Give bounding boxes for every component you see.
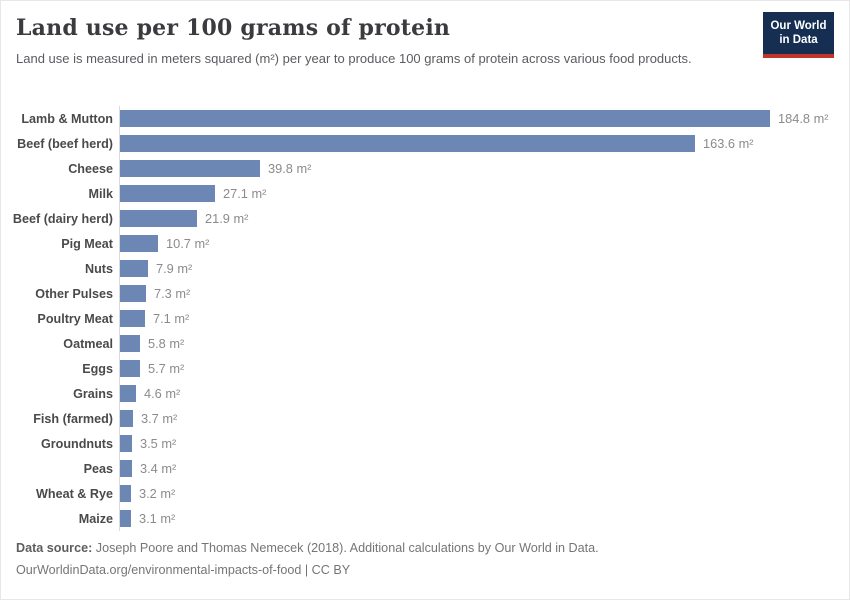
category-label: Grains (73, 386, 113, 401)
chart-footer: Data source: Joseph Poore and Thomas Nem… (16, 537, 599, 581)
owid-logo-line1: Our World (770, 20, 827, 32)
bar[interactable] (120, 410, 133, 427)
bar[interactable] (120, 310, 145, 327)
owid-logo-line2: in Data (779, 34, 818, 47)
category-label: Fish (farmed) (33, 411, 113, 426)
bar[interactable] (120, 435, 132, 452)
table-row: Peas 3.4 m² (84, 456, 829, 481)
category-label: Peas (83, 461, 113, 476)
category-label: Maize (78, 511, 113, 526)
table-row: Groundnuts 3.5 m² (41, 431, 829, 456)
footer-separator: | (301, 562, 312, 577)
category-label: Wheat & Rye (36, 486, 113, 501)
table-row: Maize 3.1 m² (79, 506, 829, 531)
table-row: Other Pulses 7.3 m² (35, 281, 829, 306)
bar[interactable] (120, 135, 695, 152)
bar-value-label: 3.7 m² (141, 411, 178, 426)
bar-value-label: 5.7 m² (148, 361, 185, 376)
data-source-line: Data source: Joseph Poore and Thomas Nem… (16, 537, 599, 559)
bar-value-label: 3.4 m² (140, 461, 177, 476)
category-label: Beef (dairy herd) (12, 211, 113, 226)
bar-value-label: 10.7 m² (166, 236, 210, 251)
bar-value-label: 4.6 m² (144, 386, 181, 401)
bar-value-label: 39.8 m² (268, 161, 312, 176)
table-row: Oatmeal 5.8 m² (63, 331, 829, 356)
chart-subtitle: Land use is measured in meters squared (… (16, 51, 692, 66)
bar-value-label: 163.6 m² (703, 136, 754, 151)
table-row: Pig Meat 10.7 m² (61, 231, 829, 256)
bar[interactable] (120, 285, 146, 302)
owid-link[interactable]: OurWorldinData.org/environmental-impacts… (16, 562, 302, 577)
bar[interactable] (120, 260, 148, 277)
bar[interactable] (120, 185, 215, 202)
table-row: Eggs 5.7 m² (82, 356, 829, 381)
bar[interactable] (120, 335, 140, 352)
bar-value-label: 7.9 m² (156, 261, 193, 276)
bar[interactable] (120, 360, 140, 377)
category-label: Eggs (82, 361, 113, 376)
table-row: Poultry Meat 7.1 m² (37, 306, 829, 331)
table-row: Cheese 39.8 m² (68, 156, 829, 181)
category-label: Lamb & Mutton (21, 111, 113, 126)
category-label: Nuts (85, 261, 113, 276)
bar[interactable] (120, 460, 132, 477)
category-label: Groundnuts (40, 436, 113, 451)
table-row: Lamb & Mutton 184.8 m² (21, 106, 829, 131)
page-title: Land use per 100 grams of protein (16, 15, 451, 41)
category-label: Oatmeal (63, 336, 113, 351)
owid-logo[interactable]: Our World in Data (763, 12, 834, 58)
license-line: OurWorldinData.org/environmental-impacts… (16, 559, 599, 581)
bar-value-label: 184.8 m² (778, 111, 829, 126)
data-source-text: Joseph Poore and Thomas Nemecek (2018). … (92, 540, 599, 555)
bar[interactable] (120, 110, 770, 127)
table-row: Beef (beef herd) 163.6 m² (17, 131, 829, 156)
bar-value-label: 21.9 m² (205, 211, 249, 226)
table-row: Nuts 7.9 m² (85, 256, 829, 281)
bar[interactable] (120, 210, 197, 227)
category-label: Beef (beef herd) (17, 136, 113, 151)
bar-value-label: 3.1 m² (139, 511, 176, 526)
data-source-label: Data source: (16, 540, 93, 555)
bar-value-label: 3.2 m² (139, 486, 176, 501)
bar[interactable] (120, 160, 260, 177)
category-label: Milk (88, 186, 114, 201)
table-row: Beef (dairy herd) 21.9 m² (13, 206, 829, 231)
category-label: Pig Meat (61, 236, 113, 251)
bar[interactable] (120, 510, 131, 527)
bar-value-label: 7.3 m² (154, 286, 191, 301)
table-row: Milk 27.1 m² (89, 181, 829, 206)
license-text: CC BY (311, 562, 351, 577)
bar-value-label: 7.1 m² (153, 311, 190, 326)
table-row: Fish (farmed) 3.7 m² (33, 406, 829, 431)
category-label: Cheese (68, 161, 113, 176)
chart-header: Land use per 100 grams of protein Land u… (16, 12, 834, 69)
bar-value-label: 27.1 m² (223, 186, 267, 201)
bar-chart-rows: Lamb & Mutton 184.8 m² Beef (beef herd) 163… (13, 106, 829, 531)
bar[interactable] (120, 485, 131, 502)
bar-chart: Lamb & Mutton 184.8 m² Beef (beef herd) 163… (1, 106, 829, 531)
table-row: Grains 4.6 m² (73, 381, 829, 406)
bar[interactable] (120, 385, 136, 402)
table-row: Wheat & Rye 3.2 m² (36, 481, 829, 506)
category-label: Other Pulses (35, 286, 113, 301)
bar-value-label: 5.8 m² (148, 336, 185, 351)
bar[interactable] (120, 235, 158, 252)
category-label: Poultry Meat (37, 311, 113, 326)
bar-value-label: 3.5 m² (140, 436, 177, 451)
